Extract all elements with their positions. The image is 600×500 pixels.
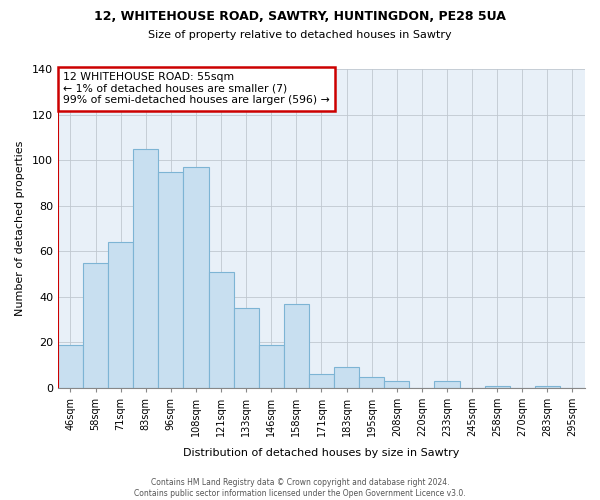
Text: Size of property relative to detached houses in Sawtry: Size of property relative to detached ho… <box>148 30 452 40</box>
Bar <box>209 272 233 388</box>
X-axis label: Distribution of detached houses by size in Sawtry: Distribution of detached houses by size … <box>183 448 460 458</box>
Bar <box>108 242 133 388</box>
Bar <box>485 386 510 388</box>
Bar <box>233 308 259 388</box>
Bar <box>309 374 334 388</box>
Bar <box>334 368 359 388</box>
Bar <box>83 262 108 388</box>
Bar <box>384 381 409 388</box>
Bar <box>58 344 83 388</box>
Bar <box>434 381 460 388</box>
Bar <box>535 386 560 388</box>
Bar <box>158 172 184 388</box>
Y-axis label: Number of detached properties: Number of detached properties <box>15 141 25 316</box>
Bar <box>284 304 309 388</box>
Text: Contains HM Land Registry data © Crown copyright and database right 2024.
Contai: Contains HM Land Registry data © Crown c… <box>134 478 466 498</box>
Bar <box>133 148 158 388</box>
Bar <box>184 167 209 388</box>
Bar <box>259 344 284 388</box>
Text: 12 WHITEHOUSE ROAD: 55sqm
← 1% of detached houses are smaller (7)
99% of semi-de: 12 WHITEHOUSE ROAD: 55sqm ← 1% of detach… <box>63 72 330 106</box>
Text: 12, WHITEHOUSE ROAD, SAWTRY, HUNTINGDON, PE28 5UA: 12, WHITEHOUSE ROAD, SAWTRY, HUNTINGDON,… <box>94 10 506 23</box>
Bar <box>359 376 384 388</box>
